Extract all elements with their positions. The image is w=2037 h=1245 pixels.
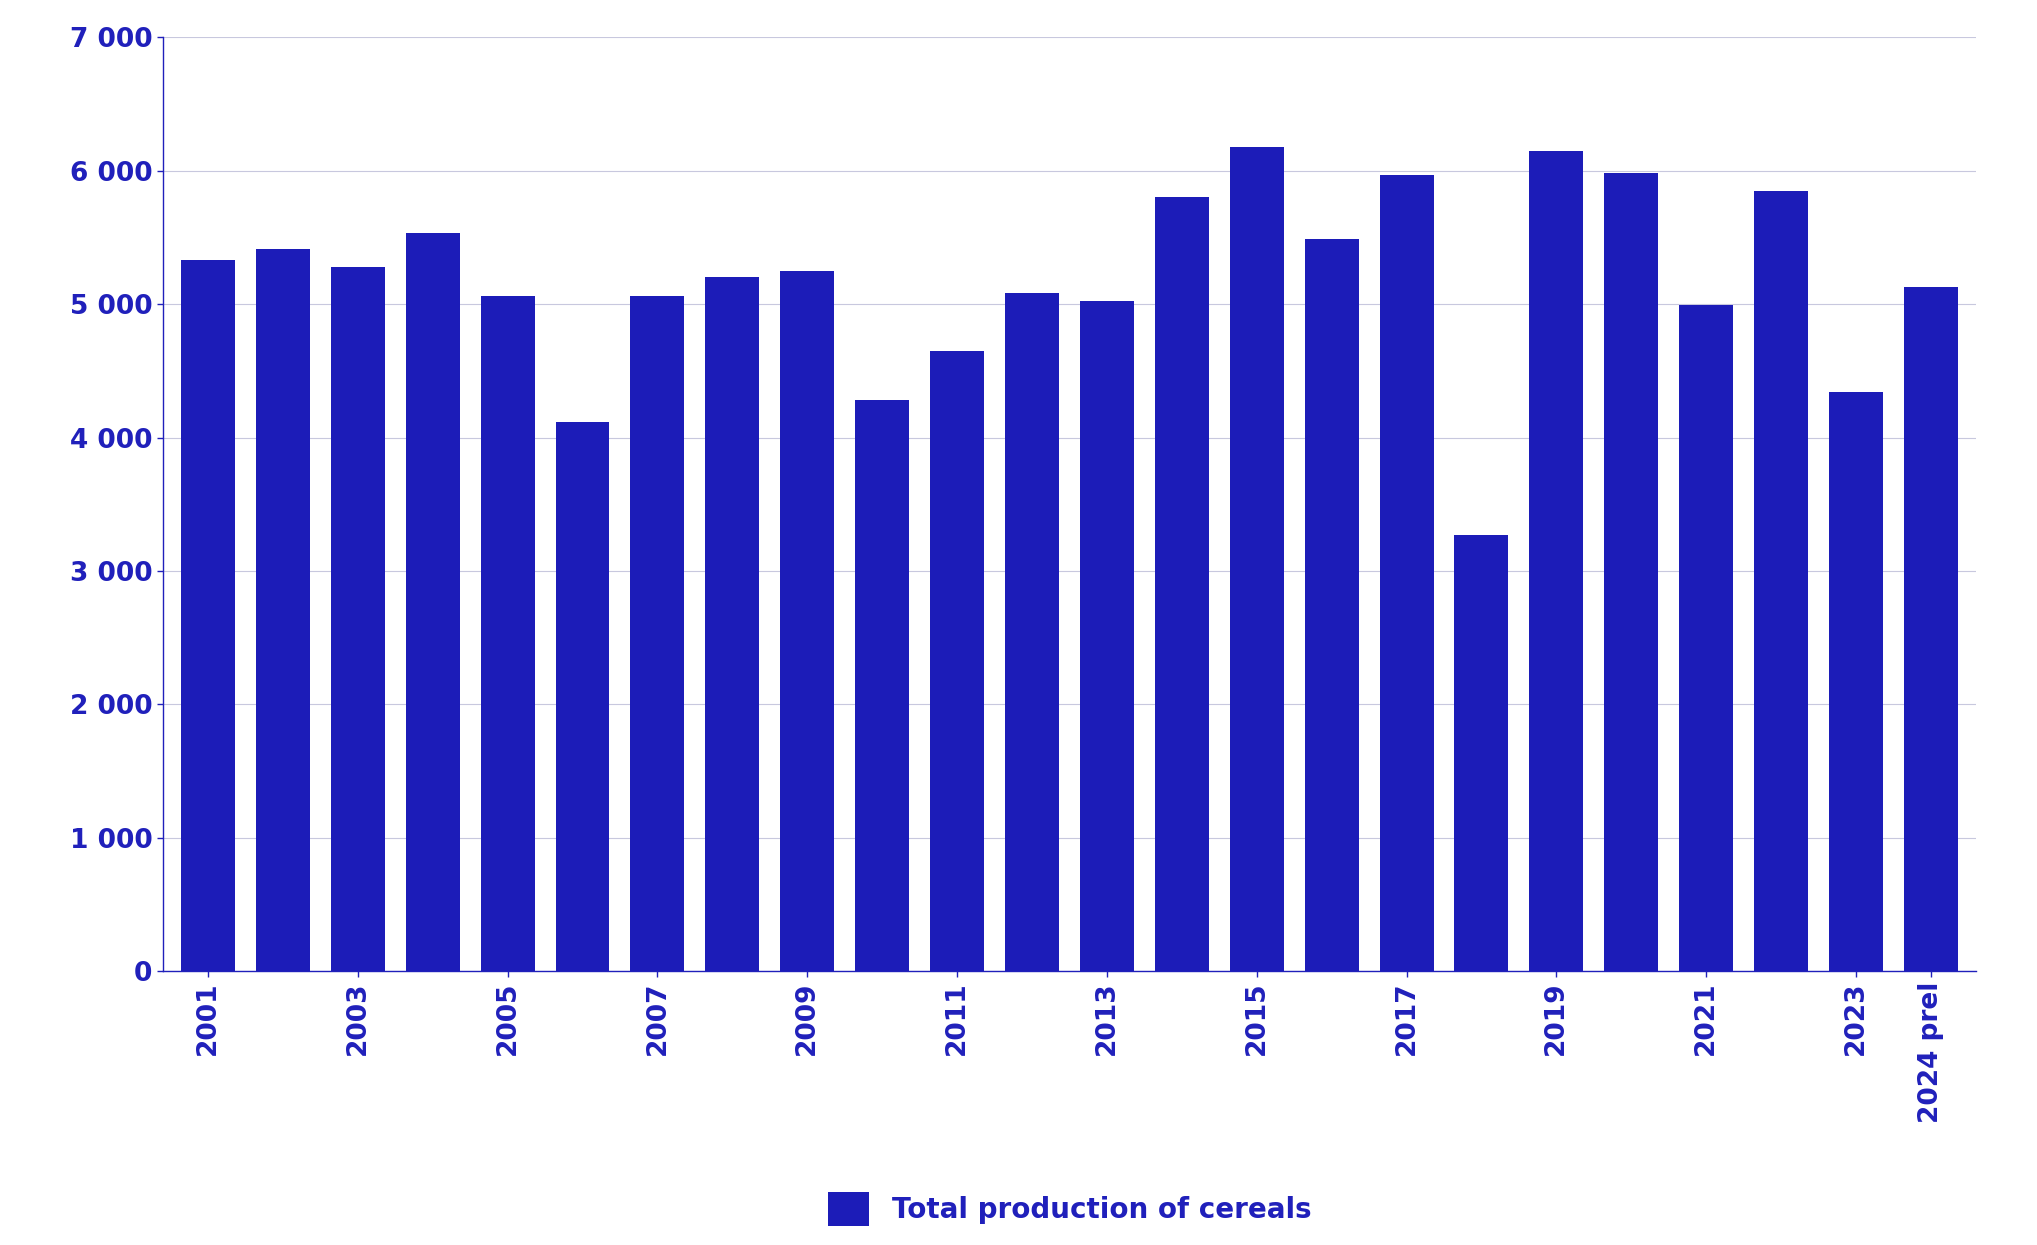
Bar [181, 260, 234, 971]
Bar [556, 422, 609, 971]
Bar [1530, 152, 1583, 971]
Bar [1379, 174, 1434, 971]
Bar [257, 249, 310, 971]
Bar [856, 400, 909, 971]
Bar [481, 296, 534, 971]
Bar [780, 271, 835, 971]
Bar [1754, 190, 1809, 971]
Bar [1230, 147, 1283, 971]
Bar [1905, 286, 1958, 971]
Bar [1304, 239, 1359, 971]
Bar [405, 234, 460, 971]
Bar [1454, 535, 1509, 971]
Bar [1605, 173, 1658, 971]
Bar [330, 268, 385, 971]
Bar [1004, 294, 1059, 971]
Bar [1080, 301, 1135, 971]
Bar [1155, 198, 1208, 971]
Bar [1829, 392, 1882, 971]
Legend: Total production of cereals: Total production of cereals [817, 1182, 1322, 1238]
Bar [931, 351, 984, 971]
Bar [705, 278, 760, 971]
Bar [1678, 305, 1733, 971]
Bar [629, 296, 684, 971]
